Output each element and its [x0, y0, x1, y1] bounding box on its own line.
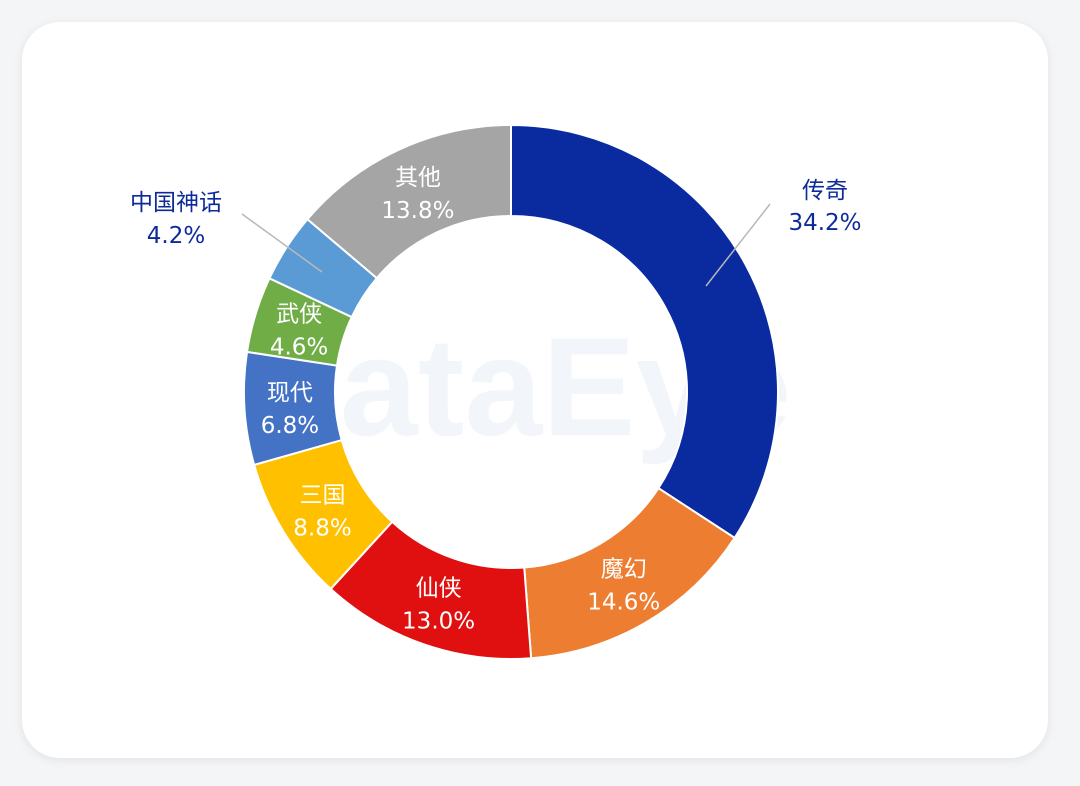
slice-7 — [306, 123, 512, 280]
slice-value-3: 8.8% — [293, 515, 351, 541]
slice-label-7: 其他 — [395, 165, 441, 191]
slice-value-4: 6.8% — [261, 413, 319, 439]
slice-value-0: 34.2% — [788, 210, 861, 236]
slice-label-0: 传奇 — [802, 178, 848, 204]
slice-value-1: 14.6% — [587, 590, 660, 616]
slice-value-6: 4.2% — [147, 223, 205, 249]
slice-label-3: 三国 — [300, 482, 346, 508]
slice-label-1: 魔幻 — [601, 557, 647, 583]
slice-value-7: 13.8% — [381, 198, 454, 224]
slice-label-2: 仙侠 — [416, 575, 462, 601]
leader-line-0 — [705, 203, 771, 287]
slice-0 — [510, 123, 779, 540]
slice-label-6: 中国神话 — [130, 190, 222, 216]
slice-label-5: 武侠 — [276, 302, 322, 328]
slice-label-4: 现代 — [267, 380, 313, 406]
slice-value-5: 4.6% — [270, 335, 328, 361]
leader-line-6 — [241, 213, 323, 273]
slice-value-2: 13.0% — [402, 608, 475, 634]
